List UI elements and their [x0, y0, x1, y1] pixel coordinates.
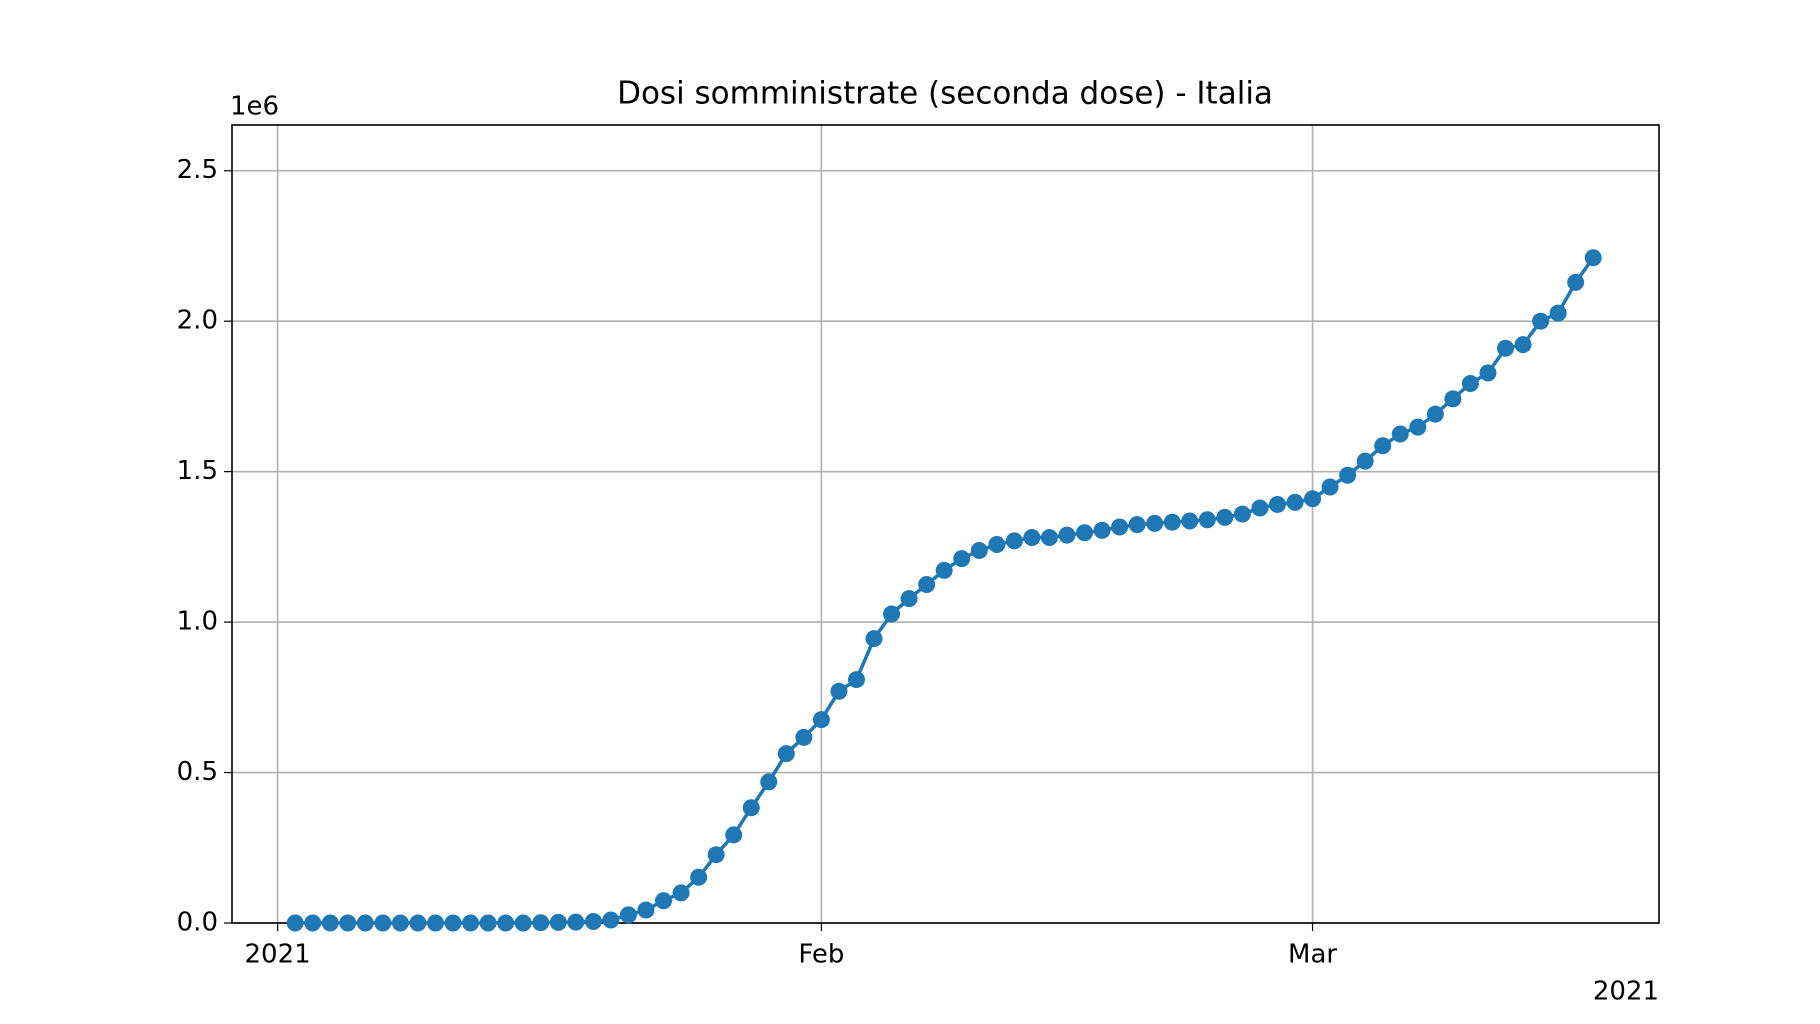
data-point	[1304, 490, 1322, 508]
data-point	[707, 846, 725, 864]
x-tick-label: 2021	[245, 940, 311, 970]
data-point	[655, 892, 673, 910]
chart-title: Dosi somministrate (seconda dose) - Ital…	[617, 76, 1273, 112]
data-point	[374, 914, 392, 932]
data-point	[1251, 499, 1269, 517]
data-point	[1374, 437, 1392, 455]
data-point	[1497, 339, 1515, 357]
data-point	[1181, 512, 1199, 530]
data-point	[918, 575, 936, 593]
data-point	[1339, 466, 1357, 484]
data-point	[549, 913, 567, 931]
data-point	[1532, 312, 1550, 330]
data-point	[1233, 505, 1251, 523]
data-point	[1058, 526, 1076, 544]
data-point	[1426, 405, 1444, 423]
data-point	[690, 868, 708, 886]
data-point	[1268, 495, 1286, 513]
data-point	[883, 605, 901, 623]
data-point	[637, 901, 655, 919]
data-point	[1216, 508, 1234, 526]
data-point	[1567, 273, 1585, 291]
data-point	[339, 914, 357, 932]
x-tick-label: Feb	[798, 940, 844, 970]
data-point	[1286, 493, 1304, 511]
data-point	[1023, 529, 1041, 547]
data-point	[444, 914, 462, 932]
data-point	[1111, 518, 1129, 536]
data-point	[1198, 511, 1216, 529]
data-point	[1549, 304, 1567, 322]
data-point	[777, 745, 795, 763]
data-point	[935, 561, 953, 579]
data-point	[847, 671, 865, 689]
data-point	[1005, 532, 1023, 550]
data-point	[1479, 364, 1497, 382]
data-point	[812, 711, 830, 729]
data-point	[304, 914, 322, 932]
data-point	[1461, 374, 1479, 392]
data-point	[1040, 529, 1058, 547]
y-tick-label: 0.0	[177, 908, 218, 938]
data-point	[1444, 390, 1462, 408]
y-tick-label: 0.5	[177, 757, 218, 787]
data-point	[356, 914, 374, 932]
data-point	[742, 799, 760, 817]
data-point	[865, 630, 883, 648]
data-point	[1163, 513, 1181, 531]
data-point	[409, 914, 427, 932]
data-point	[567, 913, 585, 931]
data-point	[1391, 425, 1409, 443]
data-point	[725, 826, 743, 844]
data-point	[497, 914, 515, 932]
data-point	[1514, 336, 1532, 354]
data-point	[602, 911, 620, 929]
plot-frame	[231, 124, 1660, 924]
data-point	[970, 541, 988, 559]
data-point	[1093, 521, 1111, 539]
data-point	[1584, 249, 1602, 267]
data-point	[321, 914, 339, 932]
data-point	[479, 914, 497, 932]
y-tick-label: 2.0	[177, 306, 218, 336]
data-point	[760, 773, 778, 791]
data-point	[953, 550, 971, 568]
data-point	[1076, 524, 1094, 542]
data-point	[830, 682, 848, 700]
data-point	[514, 914, 532, 932]
data-point	[584, 912, 602, 930]
data-point	[1409, 418, 1427, 436]
data-point	[672, 884, 690, 902]
data-point	[900, 590, 918, 608]
data-point	[1356, 452, 1374, 470]
x-offset-label: 2021	[1593, 977, 1659, 1007]
y-offset-label: 1e6	[230, 92, 279, 122]
data-point	[1146, 514, 1164, 532]
data-point	[391, 914, 409, 932]
data-point	[1321, 478, 1339, 496]
y-tick-label: 1.5	[177, 456, 218, 486]
data-point	[988, 535, 1006, 553]
data-point	[1128, 516, 1146, 534]
y-tick-label: 2.5	[177, 155, 218, 185]
data-point	[462, 914, 480, 932]
data-point	[286, 914, 304, 932]
y-tick-label: 1.0	[177, 607, 218, 637]
x-tick-label: Mar	[1288, 940, 1337, 970]
data-point	[426, 914, 444, 932]
data-point	[795, 728, 813, 746]
data-point	[619, 906, 637, 924]
data-point	[532, 914, 550, 932]
